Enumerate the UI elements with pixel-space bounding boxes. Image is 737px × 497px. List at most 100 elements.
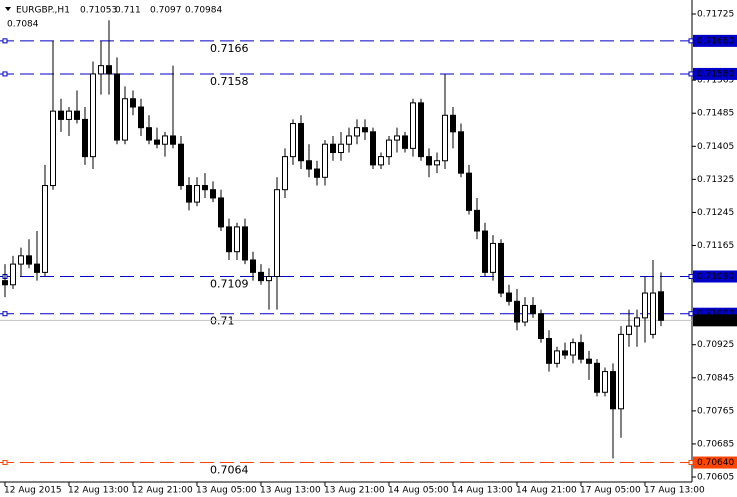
candle-body	[82, 118, 88, 158]
level-anchor	[688, 460, 694, 466]
candle-body	[306, 160, 312, 170]
level-anchor	[2, 38, 8, 44]
candle-body	[354, 127, 360, 137]
candle-body	[258, 271, 264, 282]
candle-body	[562, 350, 568, 356]
candle-body	[514, 300, 520, 323]
candle-body	[410, 102, 416, 149]
y-tick-label: 0.71725	[697, 10, 734, 20]
x-tick-label: 17 Aug 05:00	[580, 486, 641, 496]
candle-body	[202, 185, 208, 191]
x-tick-label: 12 Aug 2015	[4, 486, 62, 496]
last-price-label: 0.70984	[697, 316, 734, 326]
candle-body	[346, 135, 352, 145]
level-price-label: 0.71580	[697, 69, 734, 79]
candle-body	[242, 226, 248, 261]
y-tick-label: 0.70925	[697, 340, 734, 350]
candle-body	[298, 123, 304, 162]
x-tick-label: 13 Aug 21:00	[324, 486, 385, 496]
candle-body	[498, 242, 504, 294]
candle-body	[394, 135, 400, 141]
candle-body	[194, 185, 200, 203]
candle-body	[98, 65, 104, 75]
candle-body	[170, 135, 176, 145]
level-price-label: 0.71090	[697, 272, 734, 282]
level-anchor	[688, 71, 694, 77]
candle-body	[594, 362, 600, 393]
candle-body	[90, 73, 96, 158]
header-high: 0.711	[115, 6, 141, 16]
x-tick-label: 14 Aug 13:00	[452, 486, 513, 496]
y-tick-label: 0.71485	[697, 109, 734, 119]
symbol: EURGBP.,H1	[16, 6, 70, 16]
header-open: 0.71053	[80, 6, 117, 16]
corner-label: 0.7084	[7, 20, 39, 30]
header-close: 0.70984	[185, 6, 222, 16]
candle-body	[474, 209, 480, 232]
candle-body	[426, 156, 432, 166]
level-anchor	[688, 274, 694, 280]
level-price-label: 0.71660	[697, 36, 734, 46]
y-tick-label: 0.70685	[697, 439, 734, 449]
candle-body	[658, 291, 664, 321]
candle-body	[466, 172, 472, 211]
candle-body	[634, 317, 640, 327]
x-tick-label: 13 Aug 05:00	[196, 486, 257, 496]
level-price-label: 0.71000	[697, 309, 734, 319]
x-tick-label: 12 Aug 21:00	[132, 486, 193, 496]
candle-body	[42, 185, 48, 273]
candle-body	[402, 135, 408, 149]
candle-body	[282, 156, 288, 191]
level-anchor	[688, 38, 694, 44]
candle-body	[250, 259, 256, 273]
candle-body	[538, 313, 544, 340]
candle-body	[178, 143, 184, 187]
candle-body	[386, 139, 392, 158]
y-tick-label: 0.71165	[697, 241, 734, 251]
candle-body	[650, 292, 656, 335]
candle-body	[610, 371, 616, 410]
level-price-box	[693, 34, 737, 47]
candle-body	[618, 333, 624, 410]
candle-body	[290, 123, 296, 158]
candle-body	[34, 263, 40, 273]
x-tick-label: 17 Aug 13:00	[644, 486, 705, 496]
y-tick-label: 0.70765	[697, 406, 734, 416]
candle-body	[570, 342, 576, 356]
candle-body	[314, 168, 320, 178]
level-price-box	[693, 456, 737, 469]
candle-body	[578, 342, 584, 360]
candle-body	[490, 242, 496, 273]
candle-body	[626, 325, 632, 335]
candle-body	[338, 143, 344, 153]
candle-body	[586, 358, 592, 364]
candle-body	[234, 226, 240, 253]
x-tick-label: 13 Aug 13:00	[260, 486, 321, 496]
candle-body	[378, 156, 384, 166]
menu-arrow[interactable]	[5, 7, 11, 11]
candle-body	[522, 304, 528, 323]
candle-body	[66, 110, 72, 120]
candle-body	[482, 230, 488, 273]
level-anchor	[2, 311, 8, 317]
candle-body	[602, 371, 608, 393]
level-text: 0.7064	[210, 464, 249, 477]
candle-body	[186, 185, 192, 203]
candle-body	[106, 65, 112, 75]
level-text: 0.7158	[210, 75, 249, 88]
x-tick-label: 14 Aug 21:00	[516, 486, 577, 496]
level-text: 0.7166	[210, 42, 249, 55]
y-tick-label: 0.71405	[697, 142, 734, 152]
candle-body	[370, 131, 376, 166]
candle-body	[362, 127, 368, 133]
level-anchor	[2, 71, 8, 77]
candle-body	[546, 338, 552, 364]
y-tick-label: 0.70845	[697, 373, 734, 383]
candle-body	[450, 114, 456, 133]
y-tick-label: 0.70605	[697, 473, 734, 483]
y-tick-label: 0.71565	[697, 76, 734, 86]
candle-body	[162, 135, 168, 145]
candle-body	[218, 197, 224, 228]
level-anchor	[688, 311, 694, 317]
